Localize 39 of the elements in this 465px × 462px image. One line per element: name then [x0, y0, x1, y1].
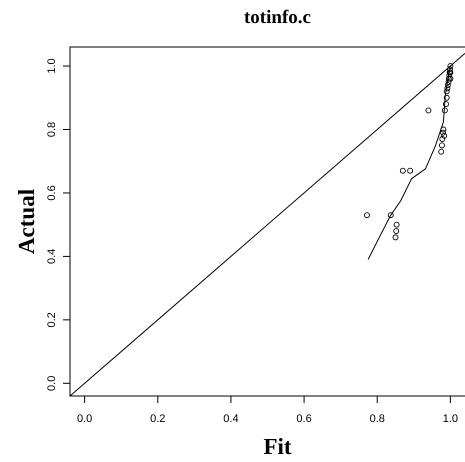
point — [392, 234, 398, 240]
y-tick-label: 0.4 — [46, 248, 58, 264]
point — [407, 168, 414, 174]
point — [393, 228, 400, 234]
point — [388, 212, 394, 218]
y-axis-title: Actual — [14, 188, 39, 254]
point — [444, 85, 450, 92]
point — [364, 212, 370, 218]
x-tick-label: 0.0 — [76, 413, 92, 425]
point — [394, 222, 400, 228]
point — [446, 72, 452, 79]
x-tick-label: 0.4 — [223, 413, 239, 425]
chart-title: totinfo.c — [244, 7, 312, 28]
point — [425, 108, 432, 114]
y-tick-label: 1.0 — [46, 58, 58, 74]
x-axis-title: Fit — [263, 434, 292, 459]
x-tick-label: 1.0 — [442, 413, 458, 425]
point — [442, 108, 448, 114]
point — [439, 142, 445, 148]
x-tick-label: 0.8 — [370, 413, 385, 425]
point — [400, 168, 406, 174]
point — [438, 148, 444, 155]
point — [440, 126, 446, 132]
point — [447, 66, 453, 72]
y-tick-label: 0.2 — [46, 312, 58, 328]
point — [447, 63, 454, 69]
point — [439, 136, 446, 142]
point — [444, 94, 450, 101]
point — [441, 132, 448, 139]
x-tick-label: 0.6 — [296, 413, 312, 425]
point — [440, 130, 446, 136]
point — [443, 101, 449, 108]
point — [444, 82, 451, 88]
point — [444, 88, 450, 94]
y-tick-label: 0.6 — [46, 185, 58, 201]
point — [446, 78, 452, 85]
x-tick-label: 0.2 — [150, 413, 166, 425]
y-tick-label: 0.0 — [46, 376, 58, 391]
y-tick-label: 0.8 — [46, 122, 58, 138]
